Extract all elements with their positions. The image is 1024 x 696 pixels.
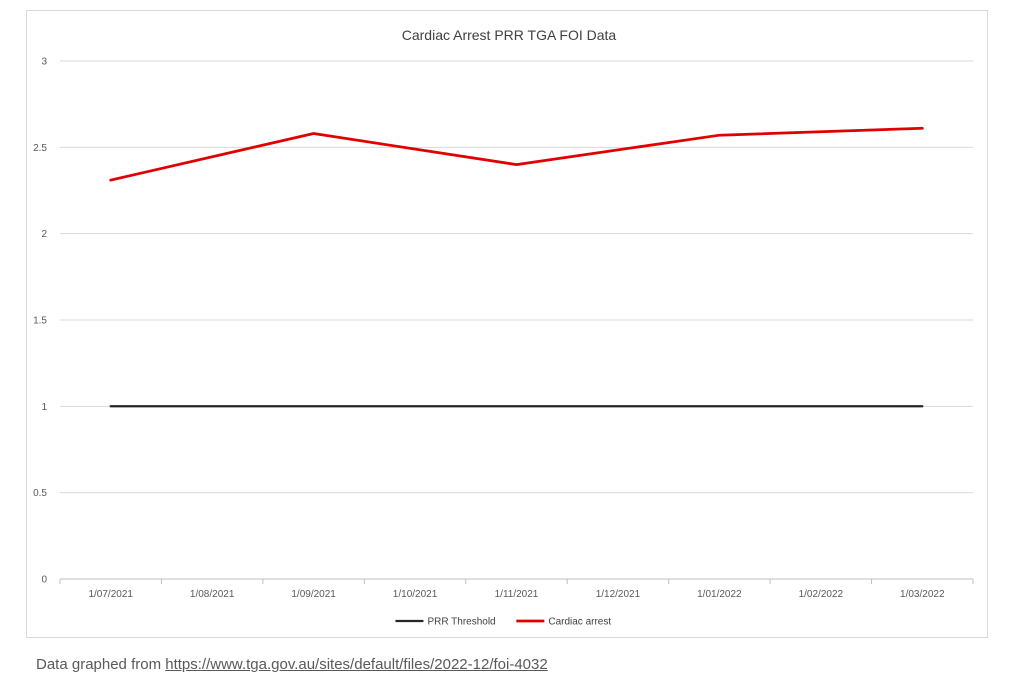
legend-item-prr-threshold: PRR Threshold bbox=[395, 617, 496, 628]
series-lines bbox=[109, 126, 924, 408]
chart-title: Cardiac Arrest PRR TGA FOI Data bbox=[402, 27, 617, 43]
x-tick-label: 1/11/2021 bbox=[495, 589, 539, 600]
y-tick-label: 1 bbox=[41, 402, 47, 413]
x-tick-label: 1/07/2021 bbox=[88, 589, 133, 600]
legend-label: Cardiac arrest bbox=[548, 617, 611, 628]
legend-label: PRR Threshold bbox=[427, 617, 495, 628]
line-chart: Cardiac Arrest PRR TGA FOI Data 0 0.5 1 1.5… bbox=[33, 27, 974, 628]
axes: 0 0.5 1 1.5 2 2.5 3 1/07/2021 1/08/2021 1/09/2021… bbox=[33, 57, 974, 600]
source-caption: Data graphed from https://www.tga.gov.au… bbox=[36, 656, 548, 673]
x-tick-label: 1/08/2021 bbox=[190, 589, 235, 600]
y-tick-label: 0.5 bbox=[33, 488, 47, 499]
chart-frame: Cardiac Arrest PRR TGA FOI Data 0 0.5 1 1.5… bbox=[26, 10, 988, 638]
y-tick-label: 1.5 bbox=[33, 316, 47, 327]
y-tick-label: 2.5 bbox=[33, 143, 47, 154]
x-tick-label: 1/09/2021 bbox=[291, 589, 336, 600]
y-tick-label: 3 bbox=[41, 57, 47, 68]
caption-prefix: Data graphed from bbox=[36, 656, 166, 673]
y-tick-label: 2 bbox=[41, 229, 47, 240]
series-line-cardiac-arrest bbox=[109, 126, 924, 182]
x-tick-label: 1/03/2022 bbox=[900, 589, 945, 600]
x-tick-label: 1/10/2021 bbox=[393, 589, 438, 600]
gridlines bbox=[60, 60, 973, 494]
x-tick-label: 1/01/2022 bbox=[697, 589, 742, 600]
x-tick-label: 1/12/2021 bbox=[596, 589, 641, 600]
source-link[interactable]: https://www.tga.gov.au/sites/default/fil… bbox=[165, 656, 548, 673]
legend-item-cardiac-arrest: Cardiac arrest bbox=[516, 617, 611, 628]
x-tick-label: 1/02/2022 bbox=[799, 589, 844, 600]
y-tick-label: 0 bbox=[41, 575, 47, 586]
legend: PRR Threshold Cardiac arrest bbox=[395, 617, 611, 628]
